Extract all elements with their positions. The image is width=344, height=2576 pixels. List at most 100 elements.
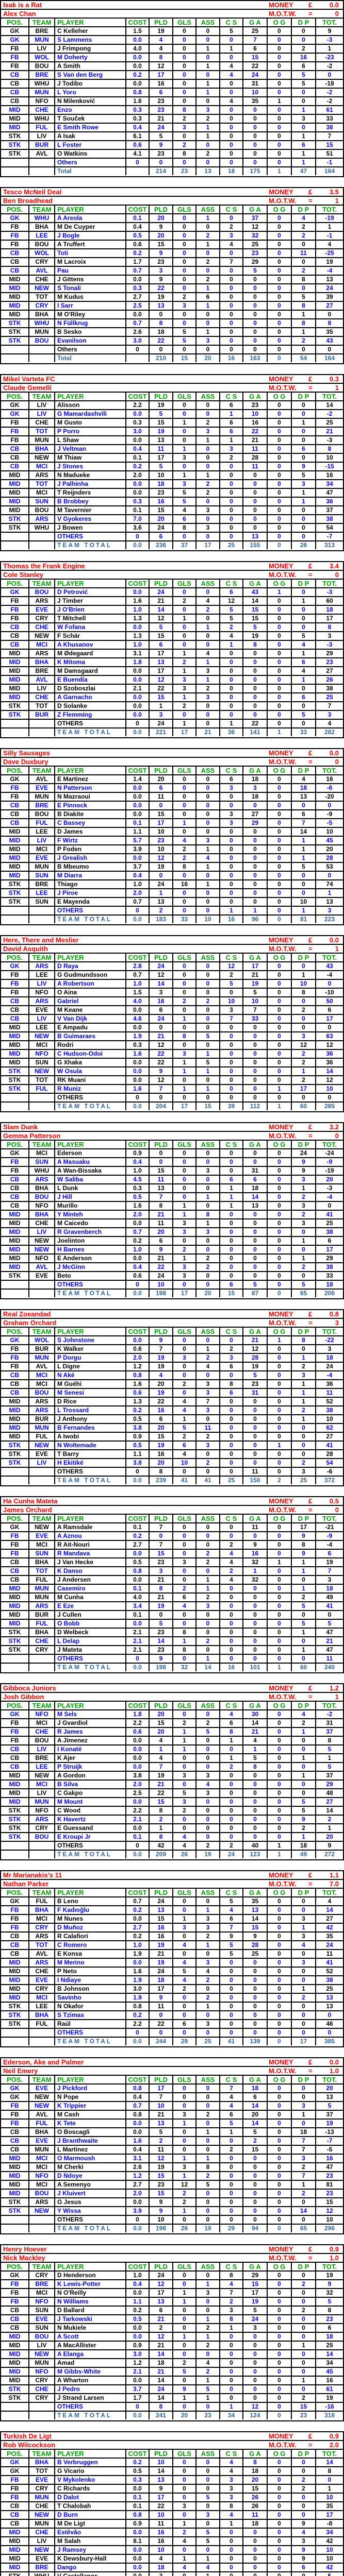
cell-pld: 0: [150, 1094, 173, 1101]
money-value: 0.0: [329, 1, 339, 9]
cell-dp: 1: [292, 1646, 316, 1654]
cell-pos: [1, 916, 29, 923]
player-row: CB ARS W Saliba 4.5 11 0 0 6 6 0 3 20: [1, 1176, 343, 1184]
cell-dp: 0: [292, 1433, 316, 1440]
column-header-og: O G: [268, 19, 292, 26]
cell-tot: -7: [326, 2137, 333, 2144]
cell-tot: 372: [324, 1477, 335, 1484]
cell-pld: 16: [150, 1924, 173, 1931]
cell-pld: 5: [150, 132, 173, 140]
cell-tot: -2: [326, 97, 333, 105]
cell-tot: 3: [327, 711, 332, 718]
cell-pld: 3: [150, 267, 173, 275]
cell-tot: 15: [326, 2198, 333, 2206]
cell-cost: 0: [126, 346, 150, 353]
cell-gls: 0: [173, 463, 196, 470]
cell-tot: 38: [326, 1406, 333, 1414]
column-header-player: PLAYER: [55, 1515, 126, 1522]
cell-cost: 0.0: [126, 693, 150, 701]
cell-og: 0: [268, 854, 292, 862]
player-row: CB BRE S Van den Berg 0.2 17 0 0 4 24 0 5 0: [1, 71, 343, 80]
cell-og: 0: [268, 2298, 292, 2306]
column-header-pos: POS.: [1, 2450, 29, 2458]
cell-tot: 41: [326, 1211, 333, 1218]
cell-tot: 15: [326, 141, 333, 148]
cell-cs: 4: [220, 632, 243, 640]
cell-pld: 15: [150, 1798, 173, 1806]
cell-ass: 3: [196, 1389, 220, 1397]
cell-ass: 1: [196, 214, 220, 222]
cell-team: FUL: [29, 124, 55, 131]
cell-ass: 0: [196, 36, 220, 44]
cell-dp: 0: [292, 97, 316, 105]
cell-cost: 8.1: [126, 2537, 150, 2545]
cell-pos: MID: [1, 2546, 29, 2554]
cell-ass: 0: [196, 1710, 220, 1718]
cell-tot: 313: [324, 541, 335, 549]
cell-og: 0: [268, 132, 292, 140]
cell-pos: [1, 346, 29, 353]
cell-tot: 3: [327, 632, 332, 639]
cell-cs: 2: [220, 623, 243, 631]
cell-og: 0: [268, 2207, 292, 2215]
player-row: FB AVL M Cash 0.8 21 3 2 6 20 0 1 37: [1, 2111, 343, 2120]
cell-pos: CB: [1, 1933, 29, 1940]
cell-og: 0: [268, 1781, 292, 1788]
cell-dp: 1: [292, 676, 316, 684]
cell-pos: FB: [1, 232, 29, 240]
cell-player: Dango: [55, 2564, 126, 2571]
cell-ga: 12: [243, 223, 268, 231]
cell-team: CRY: [29, 615, 55, 622]
cell-cs: 0: [220, 667, 243, 675]
cell-tot: 32: [326, 2289, 333, 2296]
player-row: GK ARS D Raya 2.8 24 0 0 12 17 0 0 43: [1, 962, 343, 971]
team-total-row: TEAM TOTAL 0.0 183 33 10 16 96 0 81 223: [1, 916, 343, 924]
cell-team: LIV: [29, 1228, 55, 1236]
cell-ga: 5: [243, 2128, 268, 2136]
cell-team: TOT: [29, 293, 55, 301]
cell-cost: 0: [126, 2029, 150, 2037]
cell-cost: 0.0: [126, 916, 150, 923]
others-row: OTHERS 0 2 0 0 1 1 0 1 3: [1, 907, 343, 916]
column-header-tot: TOT.: [322, 1702, 337, 1709]
cell-pos: MID: [1, 1611, 29, 1619]
player-row: GK MUN S Lammens 0.0 4 0 0 0 7 0 0 -3: [1, 36, 343, 45]
cell-ga: 7: [243, 1006, 268, 1014]
player-row: MID TOT M Kudus 2.7 19 2 6 0 0 0 5 39: [1, 293, 343, 302]
cell-cost: 0.0: [126, 80, 150, 88]
cell-ga: 13: [243, 1906, 268, 1914]
cell-cost: 0.6: [126, 1389, 150, 1397]
team-table: Here, There and Meslier MONEY £0.0 David As…: [0, 935, 344, 1112]
cell-cost: 0.0: [126, 2529, 150, 2536]
cell-player: E Anderson: [55, 1255, 126, 1262]
cell-ass: 0: [196, 319, 220, 327]
cell-team: NFO: [29, 2298, 55, 2306]
cell-dp: 0: [292, 588, 316, 596]
player-row: CB CRY M Lacroix 1.7 23 0 2 7 29 0 0 19: [1, 258, 343, 267]
cell-player: N Woltemade: [55, 1442, 126, 1449]
column-header-tot: TOT.: [322, 1328, 337, 1335]
cell-player: Y Minteh: [55, 1211, 126, 1218]
cell-team: NFO: [29, 989, 55, 996]
player-row: GK MCI Ederson 0.9 0 0 0 0 0 0 24 -24: [1, 1149, 343, 1158]
cell-team: MCI: [29, 2163, 55, 2171]
cell-pos: GK: [1, 1897, 29, 1905]
cell-pld: 15: [150, 1719, 173, 1727]
cell-dp: 65: [292, 1290, 316, 1297]
cell-player: J Todibo: [55, 80, 126, 88]
player-row: CB EVE M Keane 0.0 6 0 0 3 7 0 2 6: [1, 1006, 343, 1015]
cell-pld: 17: [150, 2084, 173, 2092]
player-row: STK WHU J Bowen 3.6 24 8 3 0 0 0 0 54: [1, 524, 343, 533]
cell-cost: 0.5: [126, 1558, 150, 1566]
player-row: MID MCI A Semenyo 2.7 23 12 5 0 0 0 1 81: [1, 2181, 343, 2190]
cell-cost: 2.2: [126, 2020, 150, 2028]
cell-cost: 2.6: [126, 328, 150, 336]
cell-ga: 0: [243, 667, 268, 675]
motw-label: M.O.T.W.: [269, 1132, 297, 1140]
cell-pld: 7: [150, 2093, 173, 2101]
cell-dp: 0: [292, 2494, 316, 2501]
cell-tot: -6: [326, 784, 333, 791]
cell-pos: FB: [1, 1532, 29, 1540]
cell-cost: 1.6: [126, 1050, 150, 1058]
cell-cost: 0.6: [126, 1728, 150, 1736]
